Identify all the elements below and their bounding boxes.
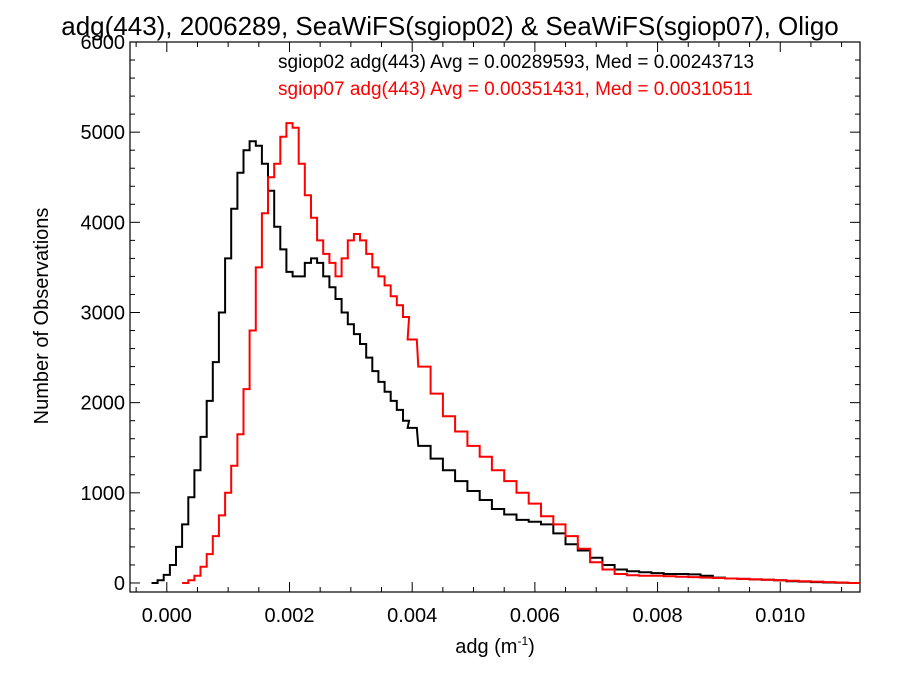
y-tick-label: 1000: [81, 483, 126, 505]
x-axis-label-main: adg (m: [455, 636, 517, 658]
axes: 0.000 0.002 0.004 0.006 0.008 0.010 0 1000 2000 3…: [81, 32, 861, 627]
y-tick-label: 6000: [81, 32, 126, 54]
x-tick-label: 0.004: [387, 605, 437, 627]
y-tick-label: 5000: [81, 122, 126, 144]
x-tick-label: 0.010: [755, 605, 805, 627]
plot-frame: [129, 41, 861, 593]
chart-title: adg(443), 2006289, SeaWiFS(sgiop02) & Se…: [61, 11, 839, 41]
x-tick-label: 0.000: [142, 605, 192, 627]
x-axis-label: adg (m-1): [455, 634, 535, 658]
series-line-sgiop02: [151, 140, 860, 584]
y-tick-label: 3000: [81, 302, 126, 324]
legend-entry-sgiop07: sgiop07 adg(443) Avg = 0.00351431, Med =…: [278, 79, 753, 100]
plot-lines: [151, 122, 860, 584]
y-tick-label: 4000: [81, 212, 126, 234]
x-axis-label-superscript: -1: [517, 634, 528, 648]
y-axis-label: Number of Observations: [31, 208, 53, 425]
y-tick-label: 2000: [81, 393, 126, 415]
series-line-sgiop07: [182, 122, 860, 584]
x-tick-label: 0.006: [510, 605, 560, 627]
legend-entry-sgiop02: sgiop02 adg(443) Avg = 0.00289593, Med =…: [278, 52, 754, 73]
x-tick-label: 0.008: [633, 605, 683, 627]
x-tick-label: 0.002: [264, 605, 314, 627]
x-axis-label-close: ): [528, 636, 535, 658]
y-tick-label: 0: [114, 573, 125, 595]
